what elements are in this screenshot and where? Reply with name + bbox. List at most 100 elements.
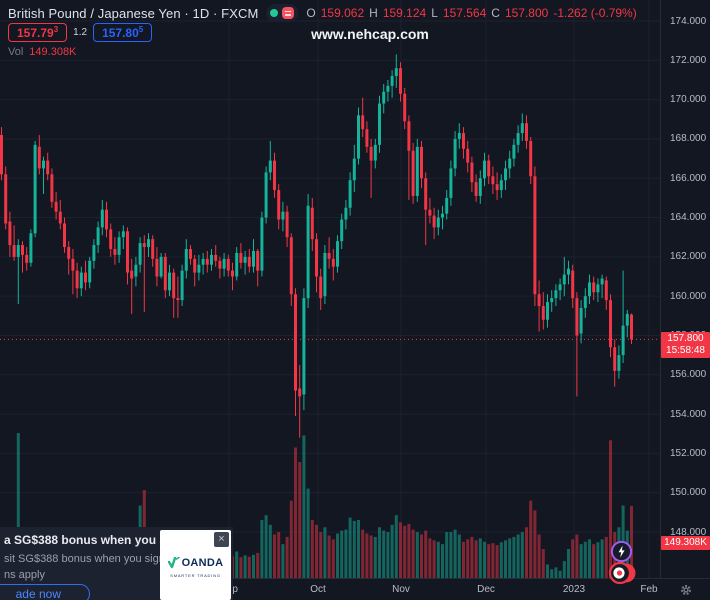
price-tick-label: 156.000 [670, 369, 707, 381]
volume-bar [369, 535, 373, 578]
candle-body [105, 209, 108, 230]
candle-body [159, 256, 163, 277]
candle-body [487, 160, 491, 177]
candle-body [504, 168, 507, 181]
volume-bar [546, 564, 549, 578]
candle-body [361, 115, 365, 130]
oanda-tagline: SMARTER TRADING [170, 573, 221, 578]
candle-body [151, 239, 155, 259]
candle-body [75, 270, 79, 289]
candle-body [579, 307, 583, 334]
candle-body [235, 252, 239, 277]
candle-body [306, 205, 310, 299]
sell-button[interactable]: 157.793 [8, 23, 68, 42]
quick-trade-lightning-button[interactable] [610, 540, 633, 563]
volume-bar [491, 543, 495, 578]
candle-body [499, 180, 503, 191]
volume-bar [373, 536, 377, 578]
candle-body [205, 258, 209, 265]
record-replay-button[interactable] [607, 560, 637, 586]
ad-subline: sit SG$388 bonus when you sign up. [4, 553, 184, 565]
close-icon[interactable]: × [214, 532, 229, 547]
candle-body [378, 103, 381, 145]
volume-bar [562, 561, 566, 578]
close-label: C [491, 6, 500, 20]
candle-body [184, 249, 188, 271]
volume-bar [592, 544, 596, 578]
price-tick-label: 172.000 [670, 54, 707, 66]
candle-body [483, 160, 486, 179]
volume-bar [504, 540, 507, 578]
volume-bar [403, 525, 407, 578]
candle-body [37, 146, 41, 169]
volume-bar [327, 535, 331, 578]
candle-body [193, 258, 197, 273]
volume-bar [386, 532, 390, 578]
volume-bar [268, 524, 272, 578]
candle-body [84, 272, 87, 283]
candle-body [4, 174, 8, 224]
candle-body [478, 178, 482, 196]
volume-bar [415, 532, 419, 578]
candle-body [512, 144, 516, 159]
candle-body [403, 93, 407, 122]
oanda-logo: OANDA SMARTER TRADING [160, 554, 231, 578]
volume-bar [361, 529, 365, 578]
trade-now-button[interactable]: ade now [0, 584, 90, 600]
volume-bar [609, 440, 612, 578]
ad-logo-card[interactable]: × OANDA SMARTER TRADING [160, 530, 231, 600]
volume-bar [344, 529, 348, 578]
price-axis[interactable]: 148.000150.000152.000154.000156.000158.0… [660, 0, 710, 578]
volume-bar [575, 534, 579, 578]
candle-body [46, 160, 50, 175]
volume-bar [294, 447, 297, 578]
candle-body [214, 254, 218, 261]
volume-bar [260, 520, 264, 578]
volume-bar [428, 538, 432, 578]
candle-body [352, 158, 356, 181]
volume-bar [394, 515, 398, 578]
symbol-title[interactable]: British Pound / Japanese Yen · 1D · FXCM [8, 5, 259, 21]
candle-body [113, 249, 117, 255]
volume-bar [445, 532, 449, 578]
candle-body [424, 178, 428, 210]
high-value: 159.124 [382, 6, 427, 20]
buy-button[interactable]: 157.805 [93, 23, 153, 42]
gear-icon[interactable] [679, 583, 693, 597]
candle-body [226, 258, 230, 271]
volume-bar [571, 539, 575, 578]
bid-ask-row: 157.793 1.2 157.805 [8, 23, 153, 42]
volume-bar [600, 539, 604, 578]
candle-body [247, 256, 251, 267]
candle-body [462, 133, 465, 149]
volume-bar [550, 569, 554, 578]
candle-body [470, 162, 474, 183]
oanda-check-icon [167, 556, 180, 568]
candle-body [138, 243, 142, 265]
candle-body [407, 121, 411, 151]
candle-body [604, 280, 608, 301]
candle-body [315, 239, 318, 277]
candle-body [239, 252, 243, 263]
candle-body [298, 388, 302, 397]
last-price-label: 157.800 15:58:48 [661, 332, 710, 359]
volume-bar [554, 567, 558, 578]
buy-sell-toggle[interactable] [266, 4, 299, 22]
candle-body [63, 223, 66, 248]
volume-bar [277, 532, 281, 578]
candle-body [491, 176, 495, 185]
volume-bar [533, 510, 537, 578]
open-value: 159.062 [320, 6, 365, 20]
candle-body [399, 68, 402, 94]
volume-bar [357, 520, 360, 578]
volume-bar [273, 534, 276, 578]
candle-body [109, 229, 113, 250]
candle-body [172, 272, 176, 299]
candle-body [567, 268, 570, 275]
candle-body [256, 250, 260, 271]
chart-header: British Pound / Japanese Yen · 1D · FXCM… [8, 4, 637, 22]
volume-bar [474, 540, 478, 578]
candle-body [210, 254, 213, 265]
volume-bar [516, 534, 520, 578]
